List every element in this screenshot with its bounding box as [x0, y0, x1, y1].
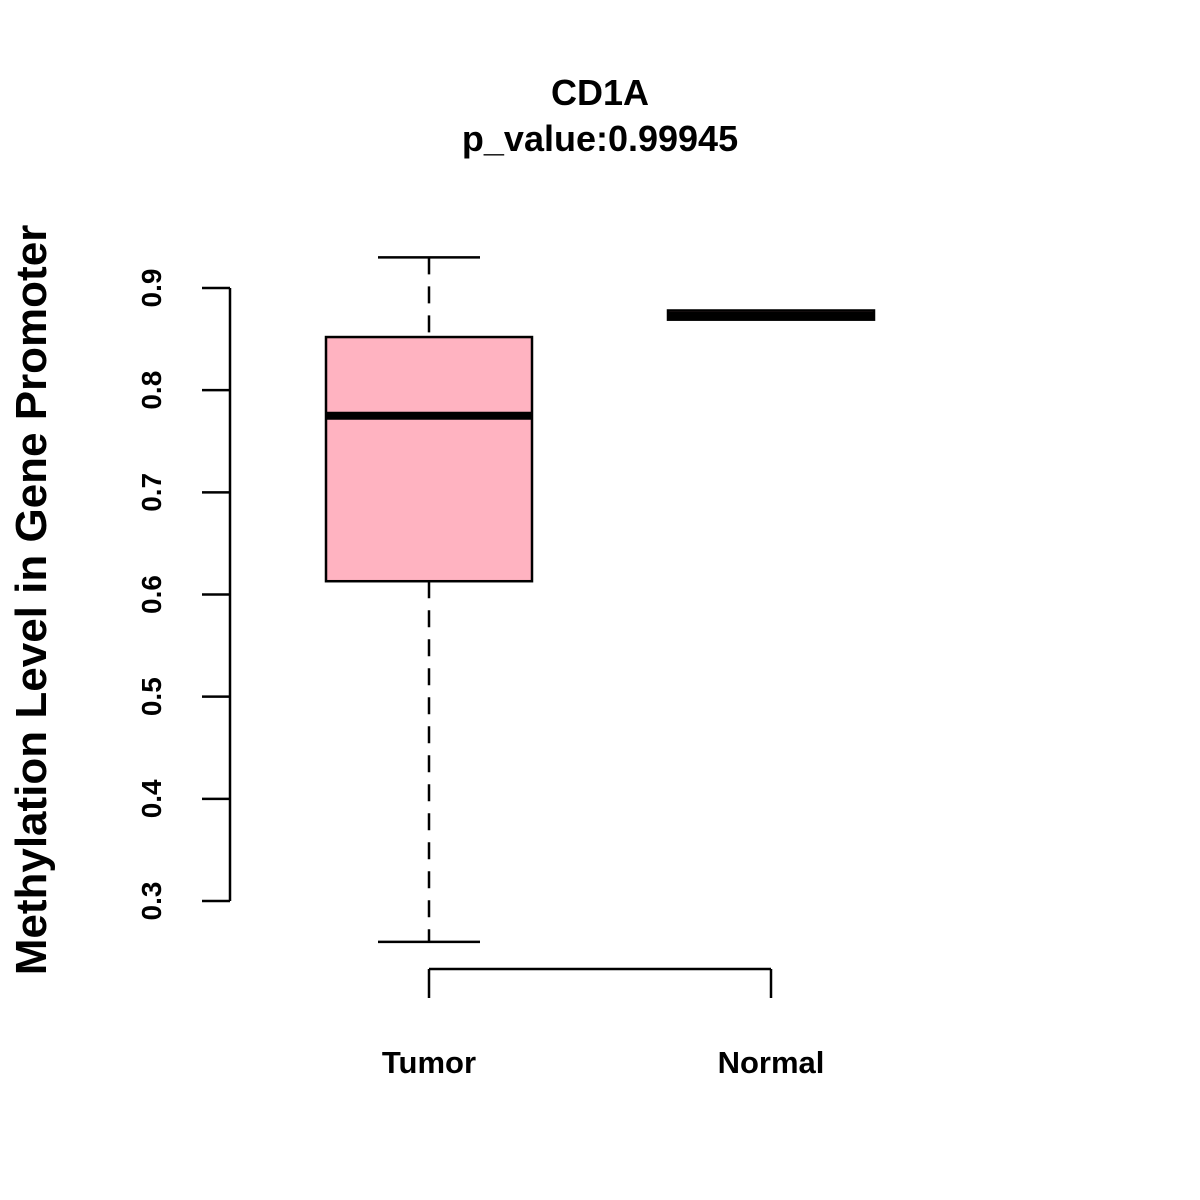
y-tick-label: 0.7 [136, 473, 167, 512]
y-tick-label: 0.9 [136, 269, 167, 308]
box-normal [666, 309, 876, 321]
y-tick-label: 0.5 [136, 677, 167, 716]
y-axis-label: Methylation Level in Gene Promoter [7, 225, 56, 976]
y-tick-label: 0.3 [136, 882, 167, 921]
chart-subtitle: p_value:0.99945 [462, 118, 738, 159]
x-axis: Tumor Normal [382, 967, 825, 1080]
y-tick-label: 0.8 [136, 371, 167, 410]
y-tick-label: 0.4 [136, 779, 167, 818]
chart-title: CD1A [551, 72, 649, 113]
x-tick-label-tumor: Tumor [382, 1045, 476, 1080]
y-tick-label: 0.6 [136, 575, 167, 614]
x-tick-label-normal: Normal [718, 1045, 825, 1080]
box-tumor [324, 256, 534, 944]
boxes-group [324, 256, 876, 944]
y-axis: 0.3 0.4 0.5 0.6 0.7 0.8 0.9 [136, 269, 232, 921]
iqr-box [324, 335, 534, 583]
